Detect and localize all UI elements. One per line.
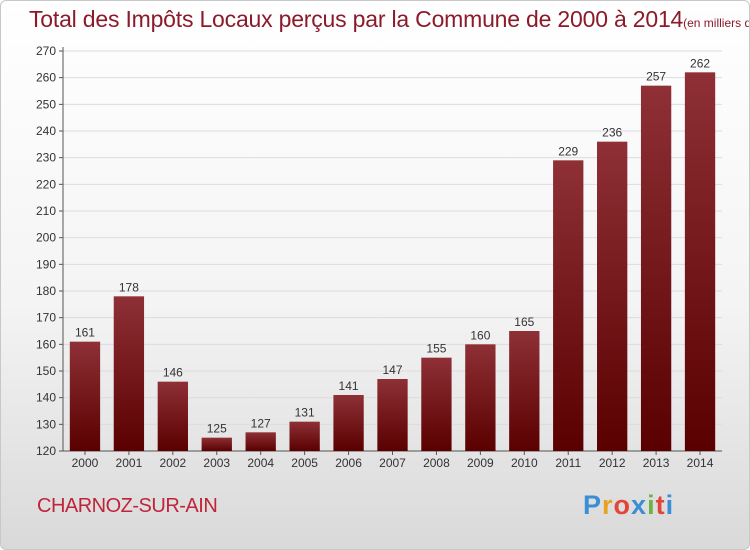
bar-2001 bbox=[113, 296, 145, 451]
y-tick-label-160: 160 bbox=[36, 337, 56, 351]
data-labels: 161 178 146 125 127 131 141 147 155 160 165 229 236 2… bbox=[75, 56, 710, 435]
x-tick-label-2003: 2003 bbox=[203, 456, 230, 470]
y-tick-label-200: 200 bbox=[36, 231, 56, 245]
commune-name: CHARNOZ-SUR-AIN bbox=[37, 495, 218, 517]
y-tick-label-150: 150 bbox=[36, 364, 56, 378]
data-label-2000: 161 bbox=[75, 326, 95, 340]
bar-2006 bbox=[333, 395, 364, 451]
data-label-2013: 257 bbox=[646, 70, 666, 84]
y-tick-label-180: 180 bbox=[36, 284, 56, 298]
y-tick-label-170: 170 bbox=[36, 311, 56, 325]
y-tick-label-240: 240 bbox=[36, 124, 56, 138]
bar-2013 bbox=[640, 85, 672, 452]
x-tick-label-2012: 2012 bbox=[599, 456, 626, 470]
bars bbox=[69, 72, 716, 452]
y-tick-label-210: 210 bbox=[36, 204, 56, 218]
y-tick-label-130: 130 bbox=[36, 417, 56, 431]
bar-2007 bbox=[377, 379, 408, 451]
y-tick-label-230: 230 bbox=[36, 151, 56, 165]
chart-title-unit: (en milliers d'€) bbox=[683, 16, 749, 30]
x-tick-label-2000: 2000 bbox=[72, 456, 99, 470]
logo-letter: x bbox=[631, 490, 648, 520]
data-label-2008: 155 bbox=[426, 342, 446, 356]
y-tick-labels: 120 130 140 150 160 170 180 190 200 210 220 230 240 2… bbox=[36, 44, 56, 458]
data-label-2011: 229 bbox=[558, 144, 578, 158]
bar-2008 bbox=[421, 357, 452, 451]
x-tick-label-2004: 2004 bbox=[247, 456, 274, 470]
data-label-2009: 160 bbox=[470, 328, 490, 342]
data-label-2010: 165 bbox=[514, 315, 534, 329]
logo-letter: P bbox=[583, 490, 603, 520]
data-label-2007: 147 bbox=[382, 363, 402, 377]
data-label-2005: 131 bbox=[295, 406, 315, 420]
chart-title: Total des Impôts Locaux perçus par la Co… bbox=[29, 6, 749, 33]
data-label-2004: 127 bbox=[251, 416, 271, 430]
bar-2011 bbox=[553, 160, 584, 452]
bar-2012 bbox=[597, 141, 628, 451]
y-tick-label-250: 250 bbox=[36, 97, 56, 111]
logo-letter: i bbox=[665, 490, 675, 520]
x-tick-label-2011: 2011 bbox=[555, 456, 581, 470]
bar-2010 bbox=[509, 331, 540, 451]
bar-2000 bbox=[69, 341, 101, 451]
bar-2014 bbox=[684, 72, 716, 451]
y-tick-label-260: 260 bbox=[36, 71, 56, 85]
x-tick-label-2010: 2010 bbox=[511, 456, 538, 470]
bar-2002 bbox=[157, 381, 188, 451]
bar-2003 bbox=[201, 437, 232, 451]
bar-2004 bbox=[245, 432, 276, 451]
proxiti-logo: Proxiti bbox=[583, 490, 674, 521]
x-tick-label-2005: 2005 bbox=[291, 456, 318, 470]
x-tick-label-2013: 2013 bbox=[643, 456, 670, 470]
data-label-2003: 125 bbox=[207, 422, 227, 436]
x-tick-label-2006: 2006 bbox=[335, 456, 362, 470]
x-tick-label-2002: 2002 bbox=[159, 456, 186, 470]
data-label-2012: 236 bbox=[602, 126, 622, 140]
y-tick-label-190: 190 bbox=[36, 257, 56, 271]
chart-title-text: Total des Impôts Locaux perçus par la Co… bbox=[29, 6, 684, 32]
x-tick-label-2009: 2009 bbox=[467, 456, 494, 470]
data-label-2001: 178 bbox=[119, 280, 139, 294]
x-tick-label-2008: 2008 bbox=[423, 456, 450, 470]
x-tick-label-2001: 2001 bbox=[116, 456, 143, 470]
logo-letter: i bbox=[647, 490, 656, 520]
data-label-2006: 141 bbox=[339, 379, 359, 393]
y-tick-label-140: 140 bbox=[36, 391, 56, 405]
x-tick-label-2007: 2007 bbox=[379, 456, 406, 470]
logo-letter: t bbox=[655, 490, 666, 520]
data-label-2002: 146 bbox=[163, 366, 183, 380]
logo-letter: r bbox=[602, 490, 614, 520]
y-tick-label-120: 120 bbox=[36, 444, 56, 458]
x-tick-label-2014: 2014 bbox=[687, 456, 714, 470]
bar-2005 bbox=[289, 421, 320, 451]
x-tick-labels: 2000 2001 2002 2003 2004 2005 2006 2007 2008 2009… bbox=[72, 456, 714, 470]
y-tick-label-220: 220 bbox=[36, 177, 56, 191]
bar-2009 bbox=[465, 344, 496, 451]
data-label-2014: 262 bbox=[690, 56, 710, 70]
logo-letter: o bbox=[613, 490, 632, 520]
y-tick-label-270: 270 bbox=[36, 44, 56, 58]
